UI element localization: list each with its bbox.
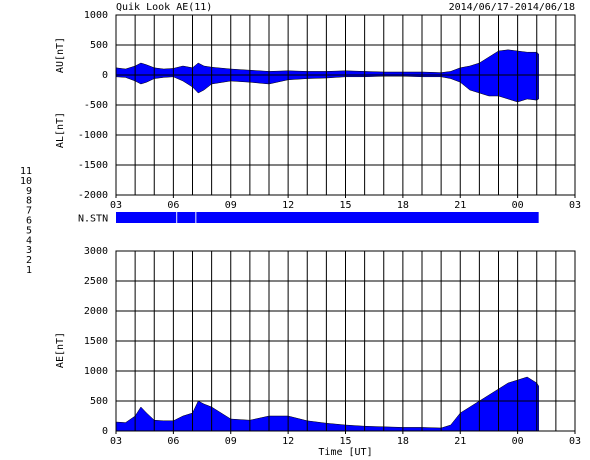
- y-tick-label: 0: [102, 426, 108, 437]
- x-tick-label: 03: [110, 436, 122, 447]
- station-count-label: 7: [26, 206, 32, 217]
- y-axis-label: AU[nT]: [55, 37, 66, 73]
- x-tick-label: 18: [397, 436, 409, 447]
- station-count-label: 3: [26, 245, 32, 256]
- station-count-label: 10: [20, 176, 32, 187]
- x-tick-label: 03: [110, 200, 122, 211]
- y-tick-label: 1000: [84, 10, 108, 21]
- x-tick-label: 00: [512, 200, 524, 211]
- y-tick-label: -1500: [78, 160, 108, 171]
- x-tick-label: 03: [569, 200, 581, 211]
- plot-frame: [115, 14, 576, 196]
- y-tick-label: 1500: [84, 336, 108, 347]
- station-band: [177, 212, 196, 223]
- y-tick-label: -2000: [78, 190, 108, 201]
- x-tick-label: 06: [167, 200, 179, 211]
- y-tick-label: 500: [90, 396, 108, 407]
- station-count-label: 11: [20, 166, 32, 177]
- station-count-label: 9: [26, 186, 32, 197]
- y-tick-label: -1000: [78, 130, 108, 141]
- station-count-label: 6: [26, 216, 32, 227]
- date-range: 2014/06/17-2014/06/18: [449, 2, 575, 13]
- x-tick-label: 09: [225, 200, 237, 211]
- x-tick-label: 21: [454, 200, 466, 211]
- station-count-label: 2: [26, 255, 32, 266]
- x-tick-label: 12: [282, 200, 294, 211]
- chart-title: Quik Look AE(11): [116, 2, 212, 13]
- x-axis-label: Time [UT]: [318, 447, 372, 458]
- x-tick-label: 18: [397, 200, 409, 211]
- x-tick-label: 21: [454, 436, 466, 447]
- station-count-label: 8: [26, 196, 32, 207]
- x-tick-label: 09: [225, 436, 237, 447]
- x-tick-label: 00: [512, 436, 524, 447]
- y-tick-label: 500: [90, 40, 108, 51]
- x-tick-label: 06: [167, 436, 179, 447]
- y-tick-label: -500: [84, 100, 108, 111]
- band-label: N.STN: [78, 214, 108, 225]
- y-tick-label: 1000: [84, 366, 108, 377]
- station-band: [116, 212, 177, 223]
- area: [115, 376, 539, 432]
- y-tick-label: 3000: [84, 246, 108, 257]
- y-tick-label: 0: [102, 70, 108, 81]
- station-count-label: 1: [26, 265, 32, 276]
- y-tick-label: 2000: [84, 306, 108, 317]
- station-band: [196, 212, 539, 223]
- x-tick-label: 15: [339, 436, 351, 447]
- x-tick-label: 15: [339, 200, 351, 211]
- area: [115, 74, 539, 103]
- y-axis-label: AE[nT]: [55, 332, 66, 368]
- plot-frame: [115, 250, 576, 432]
- area: [115, 49, 539, 76]
- y-axis-label: AL[nT]: [55, 112, 66, 148]
- x-tick-label: 12: [282, 436, 294, 447]
- y-tick-label: 2500: [84, 276, 108, 287]
- station-count-label: 4: [26, 235, 32, 246]
- x-tick-label: 03: [569, 436, 581, 447]
- station-count-label: 5: [26, 225, 32, 236]
